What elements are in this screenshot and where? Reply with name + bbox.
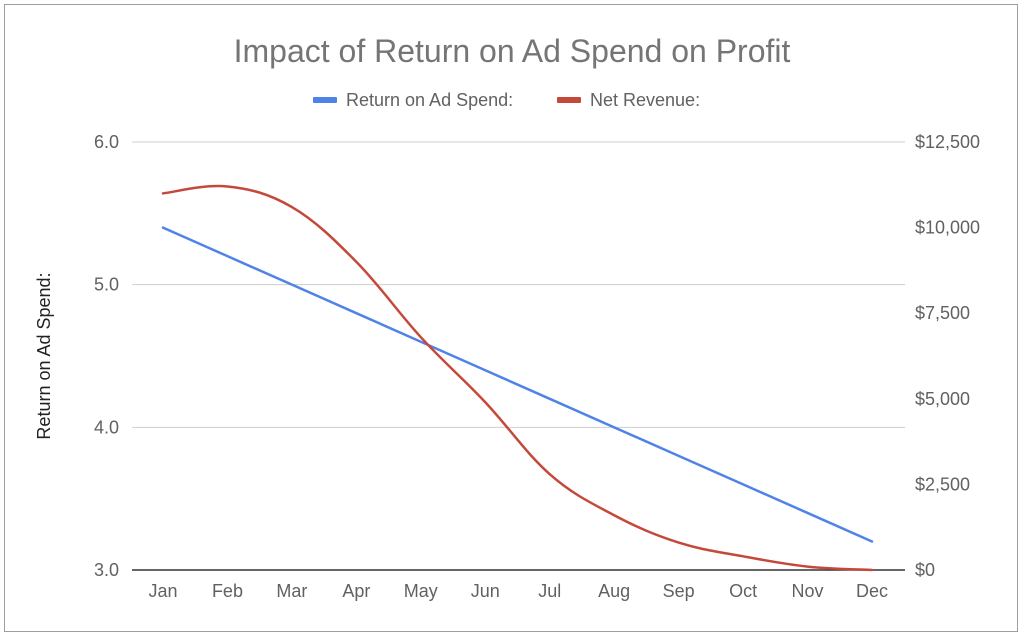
right-tick-label: $0 [915, 560, 935, 580]
left-tick-label: 4.0 [94, 417, 119, 437]
x-tick-label: Sep [663, 581, 695, 601]
legend-swatch-roas [313, 97, 337, 103]
series-line-roas [161, 226, 874, 543]
legend-label-revenue: Net Revenue: [590, 90, 700, 110]
x-tick-label: Mar [276, 581, 307, 601]
x-tick-label: Jan [148, 581, 177, 601]
right-axis-ticks: $0 $2,500 $5,000 $7,500 $10,000 $12,500 [915, 132, 980, 580]
left-axis-label: Return on Ad Spend: [34, 272, 54, 439]
x-tick-label: Jul [538, 581, 561, 601]
x-axis-ticks: Jan Feb Mar Apr May Jun Jul Aug Sep Oct Nov Dec [148, 581, 888, 601]
right-tick-label: $12,500 [915, 132, 980, 152]
series-line-net-revenue [161, 184, 874, 572]
legend-swatch-revenue [557, 97, 581, 103]
left-tick-label: 5.0 [94, 275, 119, 295]
legend: Return on Ad Spend: Net Revenue: [313, 90, 700, 110]
left-axis-ticks: 3.0 4.0 5.0 6.0 [94, 132, 119, 580]
x-tick-label: Dec [856, 581, 888, 601]
series-lines [161, 184, 874, 572]
x-tick-label: Oct [729, 581, 757, 601]
chart-frame [4, 4, 1018, 632]
x-tick-label: May [404, 581, 438, 601]
left-tick-label: 3.0 [94, 560, 119, 580]
left-tick-label: 6.0 [94, 132, 119, 152]
x-tick-label: Aug [598, 581, 630, 601]
x-tick-label: Feb [212, 581, 243, 601]
x-tick-label: Apr [342, 581, 370, 601]
right-tick-label: $5,000 [915, 389, 970, 409]
right-tick-label: $7,500 [915, 303, 970, 323]
right-tick-label: $10,000 [915, 218, 980, 238]
legend-label-roas: Return on Ad Spend: [346, 90, 513, 110]
right-tick-label: $2,500 [915, 474, 970, 494]
chart-title: Impact of Return on Ad Spend on Profit [234, 33, 791, 69]
x-tick-label: Nov [792, 581, 824, 601]
x-tick-label: Jun [471, 581, 500, 601]
gridlines [132, 141, 905, 571]
